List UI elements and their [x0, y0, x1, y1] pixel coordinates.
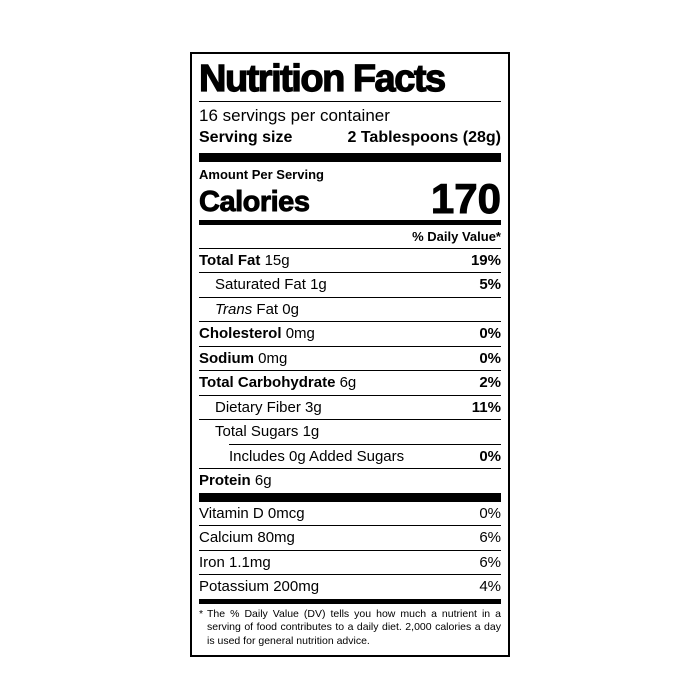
nutrient-amount: 6g [339, 374, 357, 392]
nutrient-dv: 0% [479, 447, 501, 465]
micronutrient-dv: 6% [479, 553, 501, 571]
divider-thick-top [199, 152, 501, 162]
nutrient-name: Includes 0g Added Sugars [229, 447, 405, 465]
nutrient-row-total-sugars: Total Sugars 1g [199, 419, 501, 444]
nutrient-name: Total Carbohydrate [199, 374, 336, 392]
amount-per-serving-label: Amount Per Serving [199, 166, 324, 182]
micronutrient-row-calcium: Calcium 80mg 6% [199, 525, 501, 550]
divider-thick-protein [199, 492, 501, 502]
label-title: Nutrition Facts [198, 58, 501, 102]
nutrient-dv: 19% [470, 251, 501, 269]
nutrition-facts-label: Nutrition Facts 16 servings per containe… [190, 52, 510, 658]
nutrient-name: Protein [199, 472, 251, 490]
nutrient-name: Total Fat [199, 251, 261, 269]
micronutrient-amount: 0mcg [267, 504, 305, 522]
nutrient-amount: 0mg [258, 349, 288, 367]
daily-value-header: % Daily Value* [199, 225, 501, 249]
nutrient-amount: 3g [305, 398, 322, 416]
nutrient-row-total-carbohydrate: Total Carbohydrate 6g 2% [199, 370, 501, 395]
nutrient-row-trans-fat: Trans Fat 0g [199, 296, 501, 322]
micronutrient-dv: 4% [479, 578, 501, 596]
micronutrient-dv: 6% [479, 529, 501, 547]
nutrient-name: Total Sugars [215, 423, 299, 441]
micronutrient-name: Calcium [199, 529, 254, 547]
nutrient-row-saturated-fat: Saturated Fat 1g 5% [199, 272, 501, 297]
micronutrient-name: Potassium [199, 578, 270, 596]
micronutrient-amount: 200mg [273, 578, 320, 596]
serving-size-value: 2 Tablespoons (28g) [347, 129, 501, 147]
nutrient-amount: 0mg [285, 325, 315, 343]
micronutrient-row-vitamin-d: Vitamin D 0mcg 0% [199, 502, 501, 526]
nutrient-amount: 0g [282, 300, 299, 318]
micronutrient-amount: 80mg [257, 529, 295, 547]
calories-value: 170 [430, 175, 501, 223]
serving-size-label: Serving size [199, 129, 293, 147]
nutrient-row-total-fat: Total Fat 15g 19% [199, 249, 501, 273]
nutrient-dv: 5% [479, 276, 501, 294]
micronutrient-row-potassium: Potassium 200mg 4% [199, 574, 501, 599]
divider-medium-footnote [199, 598, 501, 604]
nutrient-table: Total Fat 15g 19% Saturated Fat 1g 5% Tr… [199, 249, 501, 493]
nutrient-name: Fat [256, 300, 279, 318]
serving-size-row: Serving size 2 Tablespoons (28g) [199, 128, 501, 147]
nutrient-amount: 6g [254, 472, 272, 490]
nutrient-dv: 0% [479, 325, 501, 343]
nutrient-name: Dietary Fiber [215, 398, 301, 416]
nutrient-name: Sodium [199, 349, 254, 367]
micronutrient-name: Iron [199, 553, 225, 571]
daily-value-footnote: * The % Daily Value (DV) tells you how m… [199, 604, 501, 650]
nutrient-amount: 1g [302, 423, 320, 441]
calories-row: Calories 170 [199, 175, 502, 223]
micronutrient-amount: 1.1mg [229, 553, 271, 571]
nutrient-amount: 1g [310, 276, 327, 294]
footnote-text: The % Daily Value (DV) tells you how muc… [207, 607, 501, 648]
nutrient-amount: 15g [264, 251, 290, 269]
divider-medium-calories [199, 219, 501, 225]
nutrient-name: Saturated Fat [215, 276, 306, 294]
nutrient-row-added-sugars: Includes 0g Added Sugars 0% [229, 443, 501, 469]
micronutrient-dv: 0% [479, 504, 501, 522]
servings-per-container: 16 servings per container [199, 106, 390, 125]
nutrient-dv: 0% [479, 349, 501, 367]
micronutrient-row-iron: Iron 1.1mg 6% [199, 549, 501, 575]
nutrient-dv: 2% [479, 374, 501, 392]
nutrient-row-sodium: Sodium 0mg 0% [199, 345, 501, 371]
micronutrient-name: Vitamin D [199, 504, 264, 522]
footnote-asterisk: * [199, 607, 204, 620]
nutrient-dv: 11% [471, 398, 501, 416]
nutrient-row-protein: Protein 6g [199, 468, 501, 493]
nutrient-row-dietary-fiber: Dietary Fiber 3g 11% [199, 394, 501, 420]
calories-label: Calories [199, 185, 311, 218]
nutrient-row-cholesterol: Cholesterol 0mg 0% [199, 321, 501, 346]
micronutrient-table: Vitamin D 0mcg 0% Calcium 80mg 6% Iron 1… [199, 502, 501, 599]
nutrient-name-italic: Trans [215, 300, 253, 318]
nutrient-name: Cholesterol [199, 325, 282, 343]
